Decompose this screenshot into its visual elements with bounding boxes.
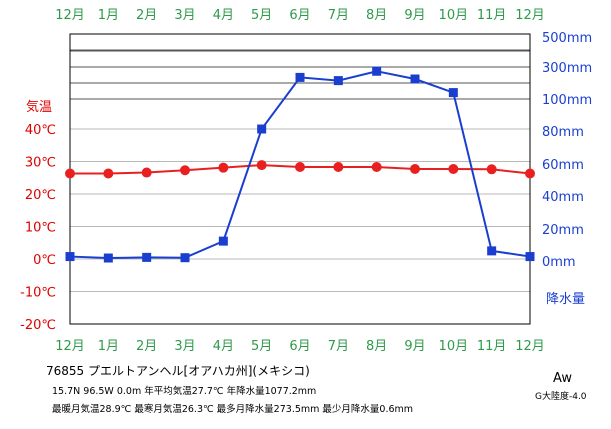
- month-label-bottom: 12月: [55, 339, 85, 354]
- precipitation-tick: 500mm: [542, 31, 592, 46]
- month-label-bottom: 11月: [477, 339, 507, 354]
- month-label-top: 1月: [98, 8, 119, 23]
- month-label-top: 9月: [404, 8, 425, 23]
- temperature-point: [333, 162, 344, 173]
- precipitation-tick: 100mm: [542, 93, 592, 108]
- month-label-bottom: 8月: [366, 339, 387, 354]
- station-stats-line: 15.7N 96.5W 0.0m 年平均気温27.7℃ 年降水量1077.2mm: [52, 385, 316, 397]
- top-month-labels: 12月 1月 2月 3月 4月 5月 6月 7月 8月 9月 10月 11月 12月: [55, 8, 545, 23]
- precipitation-series: [65, 66, 535, 263]
- temperature-point: [103, 168, 114, 179]
- precipitation-point: [65, 252, 75, 262]
- temperature-point: [256, 160, 267, 171]
- station-extremes-line: 最暖月気温28.9℃ 最寒月気温26.3℃ 最多月降水量273.5mm 最少月降…: [52, 403, 413, 415]
- month-label-top: 12月: [55, 8, 85, 23]
- precipitation-point: [333, 76, 343, 86]
- temperature-point: [486, 164, 497, 175]
- precipitation-point: [180, 253, 190, 263]
- temperature-point: [371, 162, 382, 173]
- temperature-point: [448, 163, 459, 174]
- precipitation-point: [103, 253, 113, 263]
- temperature-point: [180, 165, 190, 176]
- temperature-tick: 20℃: [25, 188, 56, 203]
- temperature-point: [141, 167, 152, 178]
- temperature-point: [295, 162, 305, 173]
- month-label-top: 7月: [328, 8, 349, 23]
- temperature-axis-label: 気温: [26, 99, 52, 115]
- temperature-tick: -10℃: [20, 286, 56, 301]
- month-label-top: 11月: [477, 8, 507, 23]
- month-label-bottom: 4月: [213, 339, 234, 354]
- temperature-tick: -20℃: [20, 318, 56, 333]
- month-label-top: 4月: [213, 8, 234, 23]
- temperature-point: [218, 162, 229, 173]
- precipitation-point: [295, 72, 305, 82]
- precipitation-point: [410, 74, 420, 84]
- precipitation-point: [525, 252, 535, 262]
- bottom-month-labels: 12月 1月 2月 3月 4月 5月 6月 7月 8月 9月 10月 11月 12月: [55, 339, 545, 354]
- temperature-tick: 40℃: [25, 123, 56, 138]
- plot-frame: [69, 33, 531, 325]
- temperature-point: [525, 168, 535, 179]
- precipitation-axis-label: 降水量: [546, 292, 585, 307]
- precipitation-tick: 60mm: [542, 158, 584, 173]
- station-info: 76855 プエルトアンヘル[オアハカ州](メキシコ): [46, 364, 310, 378]
- month-label-bottom: 7月: [328, 339, 349, 354]
- precipitation-point: [372, 66, 382, 76]
- month-label-top: 12月: [515, 8, 545, 23]
- climate-code: Aw: [553, 371, 572, 386]
- temperature-tick: 0℃: [33, 253, 56, 268]
- precipitation-tick: 0mm: [542, 255, 576, 270]
- temperature-tick: 30℃: [25, 156, 56, 171]
- temperature-tick-labels: 40℃ 30℃ 20℃ 10℃ 0℃ -10℃ -20℃: [20, 123, 56, 333]
- precipitation-tick: 80mm: [542, 125, 584, 140]
- month-label-top: 8月: [366, 8, 387, 23]
- precipitation-point: [448, 88, 458, 98]
- precipitation-tick: 300mm: [542, 61, 592, 76]
- month-label-bottom: 6月: [289, 339, 310, 354]
- month-label-top: 3月: [174, 8, 195, 23]
- precipitation-tick-labels: 500mm 300mm 100mm 80mm 60mm 40mm 20mm 0mm: [542, 31, 592, 270]
- temperature-point: [65, 168, 75, 179]
- temperature-tick: 10℃: [25, 221, 56, 236]
- month-label-top: 10月: [439, 8, 469, 23]
- month-label-bottom: 2月: [136, 339, 157, 354]
- precipitation-tick: 20mm: [542, 223, 584, 238]
- month-label-top: 2月: [136, 8, 157, 23]
- month-label-top: 5月: [251, 8, 272, 23]
- month-label-bottom: 9月: [404, 339, 425, 354]
- precipitation-point: [487, 246, 497, 256]
- continentality-note: G大陸度-4.0: [535, 390, 587, 402]
- precipitation-point: [257, 124, 267, 134]
- temperature-series: [65, 160, 535, 179]
- month-label-bottom: 1月: [98, 339, 119, 354]
- month-label-bottom: 10月: [439, 339, 469, 354]
- temperature-point: [410, 163, 420, 174]
- month-label-bottom: 3月: [174, 339, 195, 354]
- month-label-top: 6月: [289, 8, 310, 23]
- precipitation-tick: 40mm: [542, 190, 584, 205]
- precipitation-point: [218, 236, 228, 246]
- month-label-bottom: 12月: [515, 339, 545, 354]
- precipitation-point: [142, 252, 152, 262]
- month-label-bottom: 5月: [251, 339, 272, 354]
